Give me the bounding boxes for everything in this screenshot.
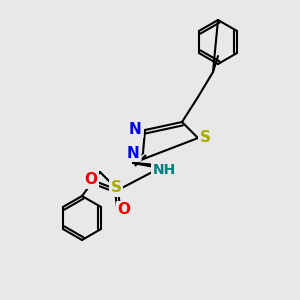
Text: O: O (85, 172, 98, 188)
Text: N: N (127, 146, 140, 160)
Text: NH: NH (152, 163, 176, 177)
Text: S: S (200, 130, 211, 145)
Text: S: S (110, 181, 122, 196)
Text: N: N (129, 122, 141, 136)
Text: N: N (132, 123, 142, 137)
Text: N: N (130, 146, 140, 160)
Text: S: S (200, 131, 208, 145)
Text: O: O (118, 202, 130, 217)
